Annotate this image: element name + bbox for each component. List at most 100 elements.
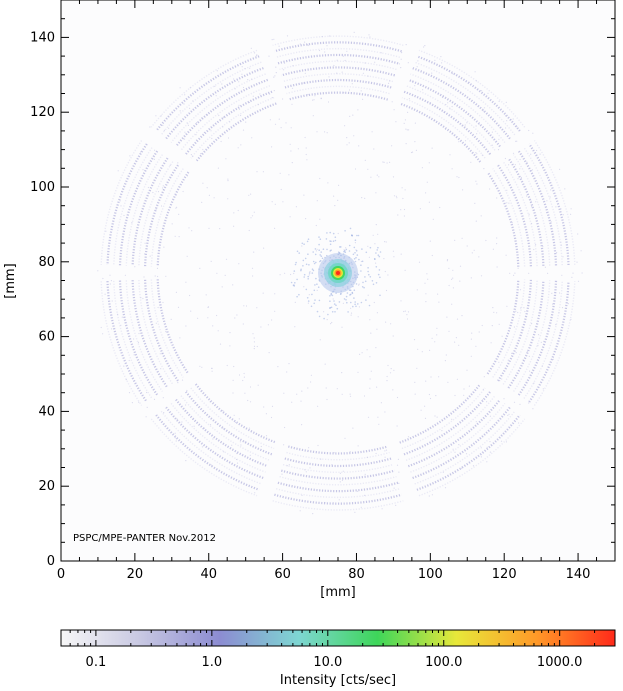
halo-count — [360, 270, 362, 272]
background-count — [419, 208, 421, 210]
halo-count — [330, 306, 333, 309]
ring-shell-segment — [284, 457, 392, 468]
background-count — [428, 201, 430, 203]
background-count — [367, 416, 370, 418]
background-count — [253, 345, 256, 347]
background-count — [271, 319, 273, 321]
halo-count — [361, 286, 364, 288]
halo-count — [367, 270, 369, 273]
halo-count — [348, 250, 351, 252]
background-count — [396, 197, 398, 199]
background-count — [363, 395, 366, 397]
background-count — [283, 69, 285, 71]
background-count — [447, 381, 449, 383]
halo-count — [322, 248, 325, 250]
ring-shell-segment — [194, 102, 277, 163]
background-count — [506, 189, 508, 191]
background-count — [395, 195, 397, 197]
background-count — [342, 55, 344, 57]
background-count — [505, 441, 507, 443]
background-count — [384, 241, 386, 243]
background-count — [383, 258, 385, 260]
background-count — [483, 107, 486, 109]
y-tick-label: 140 — [30, 30, 55, 45]
background-count — [451, 168, 453, 170]
background-count — [177, 382, 179, 384]
background-count — [562, 214, 564, 216]
background-count — [290, 150, 292, 152]
background-count — [470, 277, 472, 279]
background-count — [546, 200, 548, 202]
background-count — [451, 418, 453, 420]
background-count — [354, 242, 356, 244]
background-count — [442, 471, 444, 473]
background-count — [364, 159, 366, 161]
background-count — [219, 343, 222, 345]
background-count — [482, 399, 484, 401]
halo-count — [377, 246, 379, 249]
y-axis: 0 20 40 60 80 100 120 140 — [30, 18, 615, 569]
background-count — [558, 292, 561, 294]
background-count — [371, 131, 373, 133]
halo-count — [314, 248, 317, 250]
background-count — [470, 161, 472, 163]
background-count — [162, 301, 164, 304]
halo-count — [294, 263, 297, 266]
background-count — [190, 154, 192, 156]
hot-spot-level — [336, 271, 340, 276]
halo-count — [378, 269, 381, 271]
background-count — [390, 323, 392, 325]
background-count — [314, 95, 316, 97]
background-count — [138, 401, 140, 403]
background-count — [414, 393, 416, 395]
background-count — [382, 161, 384, 163]
halo-count — [344, 230, 346, 232]
background-count — [517, 311, 519, 314]
background-count — [376, 312, 378, 314]
ring-shell-segment — [403, 90, 491, 155]
background-count — [428, 393, 430, 396]
background-count — [391, 145, 393, 147]
background-count — [496, 266, 498, 268]
background-count — [463, 394, 465, 396]
background-count — [459, 280, 461, 282]
ring-shell-segment — [150, 418, 258, 497]
background-count — [369, 387, 371, 389]
background-count — [446, 260, 448, 262]
background-count — [316, 289, 318, 291]
background-count — [403, 215, 405, 217]
background-count — [169, 164, 171, 166]
ring-shell-segment — [497, 279, 532, 382]
background-count — [384, 456, 386, 458]
background-count — [532, 408, 534, 410]
ring-shell-segment — [513, 154, 551, 266]
halo-count — [325, 238, 328, 240]
background-count — [384, 450, 386, 452]
background-count — [128, 392, 131, 394]
halo-count — [379, 276, 381, 279]
background-count — [257, 104, 259, 106]
background-count — [542, 245, 544, 247]
background-count — [359, 353, 361, 355]
background-count — [375, 262, 377, 264]
background-count — [497, 149, 500, 151]
background-count — [197, 317, 199, 319]
background-count — [480, 456, 482, 458]
background-count — [476, 153, 478, 155]
background-count — [215, 95, 217, 97]
background-count — [426, 273, 428, 275]
ring-shell-segment — [100, 140, 143, 265]
background-count — [251, 215, 254, 217]
background-count — [508, 202, 510, 204]
background-count — [375, 347, 377, 349]
background-count — [307, 44, 309, 47]
background-count — [429, 240, 431, 242]
background-count — [465, 453, 468, 455]
background-count — [446, 259, 449, 261]
background-count — [233, 78, 235, 80]
background-count — [411, 151, 414, 153]
background-count — [516, 126, 518, 128]
background-count — [556, 252, 558, 254]
background-count — [201, 201, 203, 203]
halo-count — [355, 250, 358, 252]
